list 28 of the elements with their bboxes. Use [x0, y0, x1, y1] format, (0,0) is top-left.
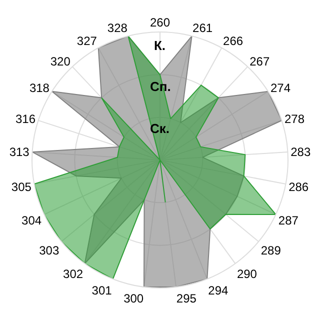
spoke-label: 266	[223, 34, 244, 48]
y-tick-label: Ск.	[150, 121, 170, 136]
spoke-label: 260	[150, 16, 170, 30]
spoke-label: 327	[76, 34, 98, 48]
spoke-label: 286	[288, 180, 309, 194]
spoke-label: 261	[192, 20, 213, 35]
spoke-label: 313	[9, 144, 30, 159]
spoke-label: 267	[250, 54, 270, 69]
spoke-label: 302	[63, 267, 84, 282]
spoke-label: 278	[284, 112, 305, 126]
spoke-label: 303	[39, 243, 60, 258]
spoke-label: 300	[124, 291, 144, 306]
y-tick-label: Сп.	[150, 79, 171, 94]
spoke-label: 295	[176, 291, 197, 306]
spoke-label: 304	[22, 214, 42, 228]
y-tick-label: К.	[154, 38, 166, 53]
spoke-label: 316	[15, 112, 36, 126]
spoke-label: 283	[290, 144, 311, 159]
spoke-label: 301	[92, 283, 112, 298]
spoke-label: 305	[11, 180, 32, 194]
spoke-label: 294	[208, 283, 229, 298]
spoke-label: 320	[50, 54, 71, 69]
spoke-label: 328	[107, 20, 128, 35]
spoke-label: 290	[236, 267, 258, 282]
spoke-label: 274	[270, 81, 291, 96]
spoke-label: 318	[29, 81, 50, 96]
spoke-label: 287	[278, 214, 299, 228]
spoke-label: 289	[260, 243, 282, 258]
